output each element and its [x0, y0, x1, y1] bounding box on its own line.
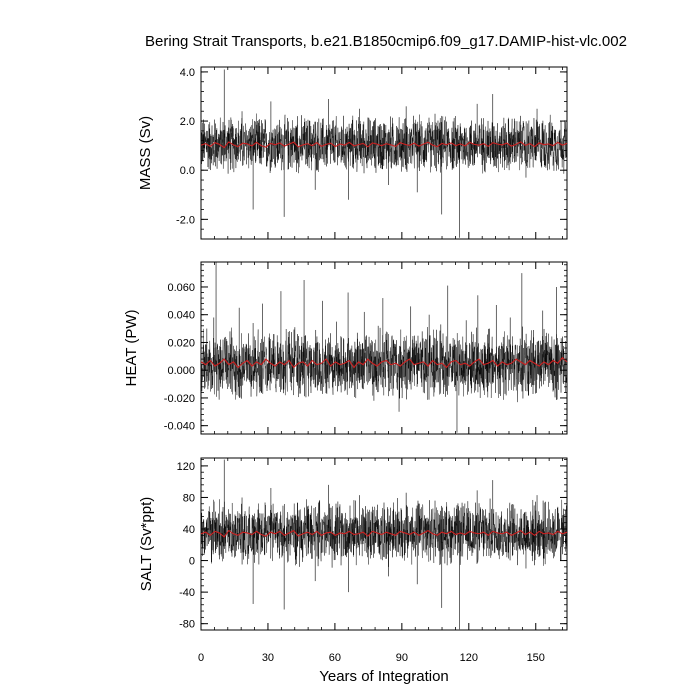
- panel-heat-axes: -0.040 -0.020 0.000 0.020 0.040 0.060: [164, 262, 567, 434]
- x-tick-label: 60: [329, 652, 341, 664]
- x-tick-label: 90: [396, 652, 408, 664]
- panel-heat-ytick-label: -0.040: [164, 421, 195, 433]
- panel-heat-ytick-label: 0.020: [167, 337, 195, 349]
- x-tick-label: 150: [527, 652, 545, 664]
- panel-mass-ytick-label: -2.0: [176, 214, 195, 226]
- panel-mass-ylabel: MASS (Sv): [137, 116, 154, 190]
- panel-mass-plot: [200, 69, 568, 238]
- panel-salt-annual-mean-line: [200, 529, 568, 538]
- panel-mass: -2.0 0.0 2.0 4.0 MASS (Sv): [137, 66, 568, 240]
- panel-salt-ytick-label: -40: [179, 587, 195, 599]
- x-tick-label: 0: [198, 652, 204, 664]
- x-axis-title: Years of Integration: [319, 668, 449, 685]
- panel-mass-ytick-label: 2.0: [180, 116, 195, 128]
- panel-heat-ytick-label: -0.020: [164, 393, 195, 405]
- x-tick-label: 30: [262, 652, 274, 664]
- panel-salt-ytick-label: 80: [183, 492, 195, 504]
- panel-salt-plot: [200, 459, 568, 630]
- panel-heat-ytick-label: 0.060: [167, 282, 195, 294]
- panel-heat: -0.040 -0.020 0.000 0.020 0.040 0.060 HEAT (P…: [123, 261, 568, 435]
- panel-heat-plot: [200, 262, 568, 433]
- panel-heat-annual-mean-line: [200, 356, 568, 369]
- panel-mass-ytick-label: 4.0: [180, 67, 195, 79]
- panel-heat-ytick-label: 0.040: [167, 310, 195, 322]
- panel-mass-ytick-label: 0.0: [180, 165, 195, 177]
- x-axis: 0 30 60 90 120 150: [198, 652, 545, 664]
- panel-mass-axes: -2.0 0.0 2.0 4.0: [176, 67, 567, 240]
- panel-heat-ytick-label: 0.000: [167, 365, 195, 377]
- panel-salt-ytick-label: 0: [189, 556, 195, 568]
- panel-salt: -80 -40 0 40 80 120 SALT (Sv*ppt): [138, 457, 568, 631]
- x-tick-label: 120: [460, 652, 478, 664]
- panel-heat-monthly-band: [200, 326, 568, 403]
- panel-heat-ylabel: HEAT (PW): [123, 310, 140, 387]
- chart-title: Bering Strait Transports, b.e21.B1850cmi…: [145, 33, 627, 50]
- panel-mass-frame: [200, 66, 568, 240]
- panel-salt-ytick-label: 120: [177, 461, 195, 473]
- panel-salt-ytick-label: -80: [179, 619, 195, 631]
- panel-salt-axes: -80 -40 0 40 80 120: [177, 458, 567, 631]
- panel-salt-ylabel: SALT (Sv*ppt): [138, 497, 155, 591]
- panel-salt-ytick-label: 40: [183, 524, 195, 536]
- panel-mass-annual-mean-line: [200, 141, 568, 149]
